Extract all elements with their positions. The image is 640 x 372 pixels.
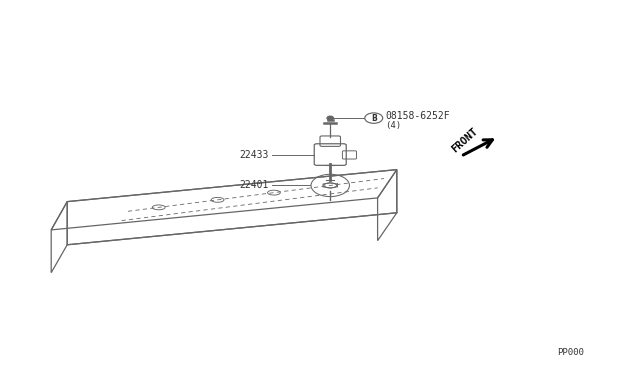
- Text: PP000: PP000: [557, 348, 584, 357]
- Text: (4): (4): [385, 121, 401, 130]
- Text: B: B: [371, 113, 376, 123]
- Circle shape: [327, 116, 333, 120]
- Text: 22401: 22401: [239, 180, 269, 190]
- Text: 08158-6252F: 08158-6252F: [385, 111, 450, 121]
- Text: FRONT: FRONT: [451, 126, 480, 154]
- Text: 22433: 22433: [239, 150, 269, 160]
